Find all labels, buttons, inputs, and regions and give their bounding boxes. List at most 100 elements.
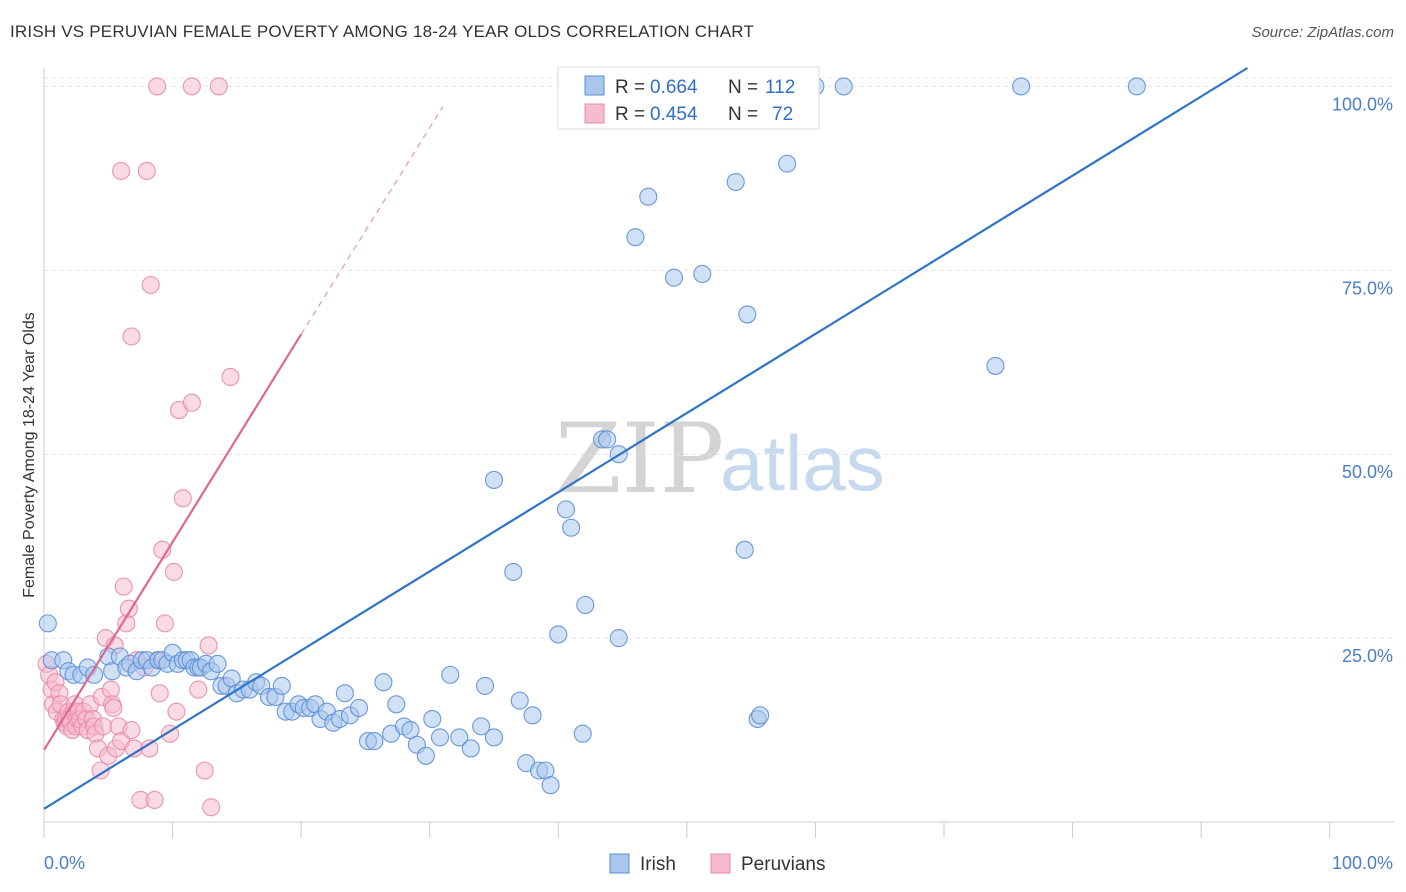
peruvian-point [221,367,240,387]
x-tick-label-min: 0.0% [44,853,85,873]
legend-swatch-irish [584,75,605,96]
peruvian-point [155,614,174,633]
legend-peru-r: 0.454 [650,104,698,125]
irish-point [751,706,770,725]
peruvian-point [150,684,169,703]
y-axis-label: Female Poverty Among 18-24 Year Olds [21,312,38,598]
irish-point [576,595,595,615]
peruvians-trend-line [43,333,303,751]
peruvian-point [122,327,141,346]
legend-peru-n: 72 [772,104,793,125]
peruvian-point [199,636,218,655]
irish-point [38,614,57,633]
gridlines [44,77,1394,639]
irish-point [335,684,354,703]
irish-point [430,728,450,747]
irish-point [573,724,592,743]
peruvian-point [195,761,214,780]
peruvian-point [189,680,208,699]
legend-irish-r: 0.664 [650,77,698,98]
irish-point [562,518,581,537]
peruvian-point [173,489,192,508]
irish-point [549,625,568,644]
irish-point [778,154,797,173]
irish-point [556,500,576,519]
peruvian-point [141,275,160,295]
peruvian-point [91,761,110,780]
irish-point [504,562,523,581]
peruvians-trend-extension [300,106,444,335]
irish-point [510,691,529,710]
irish-point [365,732,384,751]
peruvian-point [148,77,167,96]
legend-peru-r-label: R = [615,104,645,125]
source-credit: Source: ZipAtlas.com [1251,24,1394,41]
x-tick-label-max: 100.0% [1332,853,1393,873]
peruvian-point [122,720,141,740]
irish-point [735,540,754,559]
irish-trend-line [43,67,1249,810]
irish-point [484,728,504,747]
y-tick-label: 50.0% [1342,462,1393,482]
irish-point [423,709,442,729]
irish-point [484,470,504,489]
peruvian-point [209,77,228,96]
legend-irish-n-label: N = [728,77,758,98]
irish-point [834,77,853,96]
irish-point [626,228,645,247]
chart-title: IRISH VS PERUVIAN FEMALE POVERTY AMONG 1… [10,22,755,41]
peruvian-point [145,790,164,809]
irish-point [541,776,560,795]
trend-lines [43,67,1249,810]
peruvian-point [182,77,201,96]
legend-irish-n: 112 [765,77,795,98]
irish-point [85,665,104,684]
peruvian-point [182,393,201,412]
irish-point [523,706,542,725]
irish-point [450,728,469,747]
irish-point [738,305,757,324]
y-tick-labels: 25.0% 50.0% 75.0% 100.0% [1332,94,1393,666]
legend-swatch-peruvians [584,103,605,124]
irish-point [387,695,406,714]
peruvian-point [114,577,133,596]
peruvian-point [164,562,183,581]
irish-point [461,739,480,758]
irish-point [472,717,491,736]
irish-point [1127,77,1146,96]
peruvian-point [167,702,186,721]
irish-point [664,268,684,287]
irish-point [598,430,617,449]
bottom-legend-swatch-irish [609,853,630,874]
legend-irish-r-label: R = [615,77,645,98]
irish-point [349,698,369,718]
y-tick-label: 75.0% [1342,278,1393,298]
peruvians-points [37,77,240,817]
irish-point [726,172,745,192]
peruvian-point [112,161,131,181]
bottom-legend-irish: Irish [640,854,676,875]
irish-point [272,676,291,695]
y-tick-label: 100.0% [1332,94,1393,114]
peruvian-point [104,698,123,718]
watermark-atlas: atlas [720,419,885,507]
irish-point [693,264,712,284]
irish-point [374,673,393,692]
peruvian-point [202,798,221,817]
x-ticks [43,822,1331,838]
legend-box: R = 0.664 N = 112 R = 0.454 N = 72 [557,66,820,130]
irish-point [416,746,435,765]
irish-point [986,356,1005,375]
irish-point [208,654,227,673]
legend-peru-n-label: N = [728,104,758,125]
irish-point [441,665,460,684]
irish-point [1012,77,1031,96]
bottom-legend: Irish Peruvians [609,853,826,875]
bottom-legend-swatch-peruvians [710,853,731,874]
irish-point [475,676,495,695]
irish-point [609,629,628,648]
axes [43,68,1394,823]
watermark-zip: ZIP [555,403,724,515]
irish-point [639,187,658,206]
peruvian-point [94,717,113,736]
